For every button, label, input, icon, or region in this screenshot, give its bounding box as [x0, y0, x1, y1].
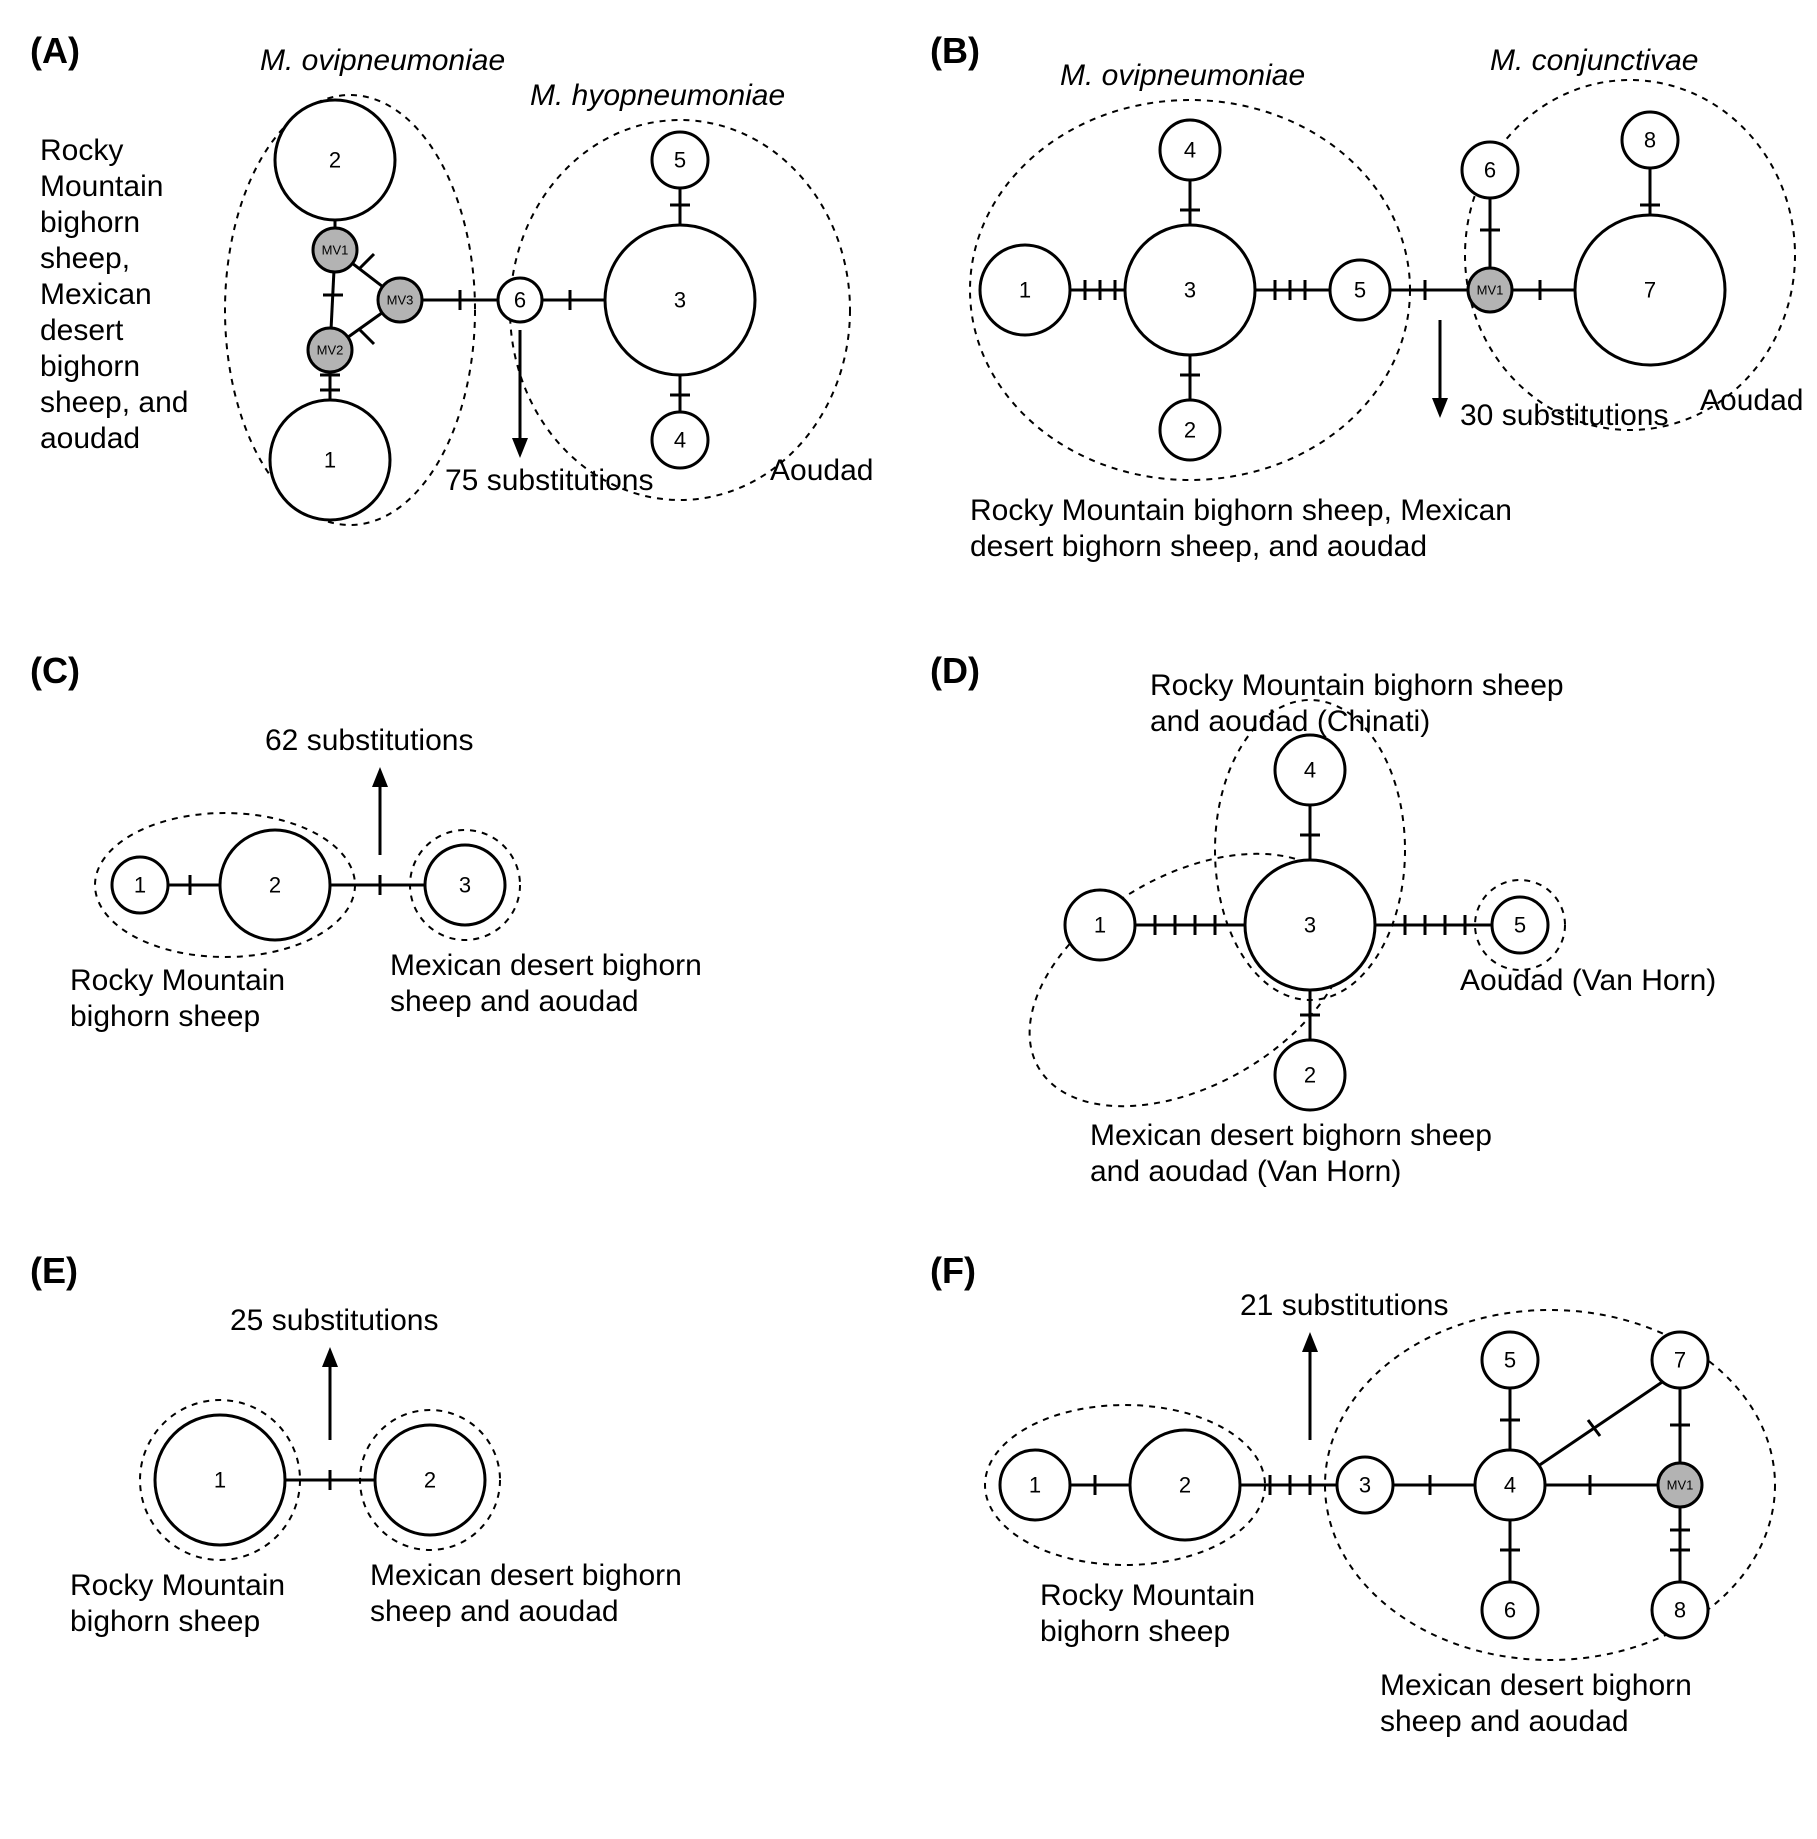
svg-text:4: 4 [1184, 138, 1196, 163]
svg-text:1: 1 [324, 448, 336, 473]
panel-a-svg: M. ovipneumoniae M. hyopneumoniae 2 1 MV… [30, 30, 890, 590]
group-label: Rocky Mountain bighorn sheep [70, 964, 293, 1033]
panel-f-svg: 21 substitutions 1 2 3 4 5 6 7 8 MV1 Roc… [930, 1250, 1810, 1750]
svg-text:3: 3 [1304, 913, 1316, 938]
svg-text:2: 2 [329, 148, 341, 173]
svg-text:MV2: MV2 [317, 343, 344, 358]
group-label: Rocky Mountain bighorn sheep, Mexican de… [970, 494, 1520, 563]
svg-text:MV1: MV1 [1667, 1478, 1694, 1493]
species-label: M. hyopneumoniae [530, 79, 785, 112]
svg-text:1: 1 [1094, 913, 1106, 938]
group-label: Rocky Mountain bighorn sheep [1040, 1579, 1263, 1648]
svg-text:MV3: MV3 [387, 293, 414, 308]
panel-d: (D) Rocky Mountain bighorn sheep and aou… [930, 650, 1810, 1190]
svg-text:4: 4 [674, 428, 686, 453]
svg-text:1: 1 [214, 1468, 226, 1493]
svg-text:2: 2 [1304, 1063, 1316, 1088]
svg-text:1: 1 [1029, 1473, 1041, 1498]
panel-a: (A) M. ovipneumoniae M. hyopneumoniae 2 … [30, 30, 890, 590]
panel-letter: (B) [930, 30, 980, 72]
svg-text:7: 7 [1644, 278, 1656, 303]
group-label: Aoudad [1700, 384, 1803, 417]
svg-text:1: 1 [1019, 278, 1031, 303]
panel-b: (B) M. ovipneumoniae M. conjunctivae 1 3… [930, 30, 1810, 590]
group-label: Rocky Mountain bighorn sheep [70, 1569, 293, 1638]
panel-f: (F) 21 substitutions 1 2 3 4 5 6 7 8 MV1… [930, 1250, 1810, 1750]
substitutions-label: 30 substitutions [1460, 399, 1668, 432]
svg-text:3: 3 [1184, 278, 1196, 303]
species-label: M. conjunctivae [1490, 44, 1698, 77]
svg-text:6: 6 [1484, 158, 1496, 183]
panel-e: (E) 25 substitutions 1 2 Rocky Mountain … [30, 1250, 890, 1750]
svg-text:2: 2 [424, 1468, 436, 1493]
svg-text:5: 5 [674, 148, 686, 173]
group-label: Aoudad (Van Horn) [1460, 964, 1716, 997]
svg-text:4: 4 [1304, 758, 1316, 783]
panel-b-svg: M. ovipneumoniae M. conjunctivae 1 3 4 2… [930, 30, 1810, 590]
svg-text:5: 5 [1354, 278, 1366, 303]
group-label: Mexican desert bighorn sheep and aoudad [390, 949, 710, 1018]
svg-text:2: 2 [1184, 418, 1196, 443]
svg-text:MV1: MV1 [322, 243, 349, 258]
svg-text:5: 5 [1504, 1348, 1516, 1373]
group-label: Rocky Mountain bighorn sheep and aoudad … [1150, 669, 1572, 738]
species-label: M. ovipneumoniae [1060, 59, 1305, 92]
panel-c: (C) 62 substitutions 1 2 3 Rocky Mountai… [30, 650, 890, 1190]
substitutions-label: 21 substitutions [1240, 1289, 1448, 1322]
panel-letter: (C) [30, 650, 80, 692]
species-label: M. ovipneumoniae [260, 44, 505, 77]
svg-text:6: 6 [514, 288, 526, 313]
panel-letter: (A) [30, 30, 80, 72]
haplotype-figure: (A) M. ovipneumoniae M. hyopneumoniae 2 … [30, 30, 1787, 1750]
substitutions-label: 62 substitutions [265, 724, 473, 757]
group-label: Aoudad [770, 454, 873, 487]
substitutions-label: 75 substitutions [445, 464, 653, 497]
svg-text:7: 7 [1674, 1348, 1686, 1373]
group-label: Mexican desert bighorn sheep and aoudad [370, 1559, 690, 1628]
svg-text:3: 3 [674, 288, 686, 313]
svg-text:2: 2 [269, 873, 281, 898]
svg-text:6: 6 [1504, 1598, 1516, 1623]
svg-text:8: 8 [1644, 128, 1656, 153]
svg-text:5: 5 [1514, 913, 1526, 938]
panel-c-svg: 62 substitutions 1 2 3 Rocky Mountain bi… [30, 650, 890, 1110]
panel-letter: (D) [930, 650, 980, 692]
svg-text:8: 8 [1674, 1598, 1686, 1623]
group-label: Mexican desert bighorn sheep and aoudad … [1090, 1119, 1500, 1188]
svg-text:3: 3 [1359, 1473, 1371, 1498]
substitutions-label: 25 substitutions [230, 1304, 438, 1337]
group-label: Rocky Mountain bighorn sheep, Mexican de… [40, 134, 197, 455]
panel-e-svg: 25 substitutions 1 2 Rocky Mountain bigh… [30, 1250, 890, 1670]
svg-text:4: 4 [1504, 1473, 1516, 1498]
svg-text:MV1: MV1 [1477, 283, 1504, 298]
svg-text:3: 3 [459, 873, 471, 898]
panel-letter: (E) [30, 1250, 78, 1292]
panel-d-svg: Rocky Mountain bighorn sheep and aoudad … [930, 650, 1810, 1190]
group-label: Mexican desert bighorn sheep and aoudad [1380, 1669, 1700, 1738]
panel-letter: (F) [930, 1250, 976, 1292]
svg-text:1: 1 [134, 873, 146, 898]
svg-text:2: 2 [1179, 1473, 1191, 1498]
